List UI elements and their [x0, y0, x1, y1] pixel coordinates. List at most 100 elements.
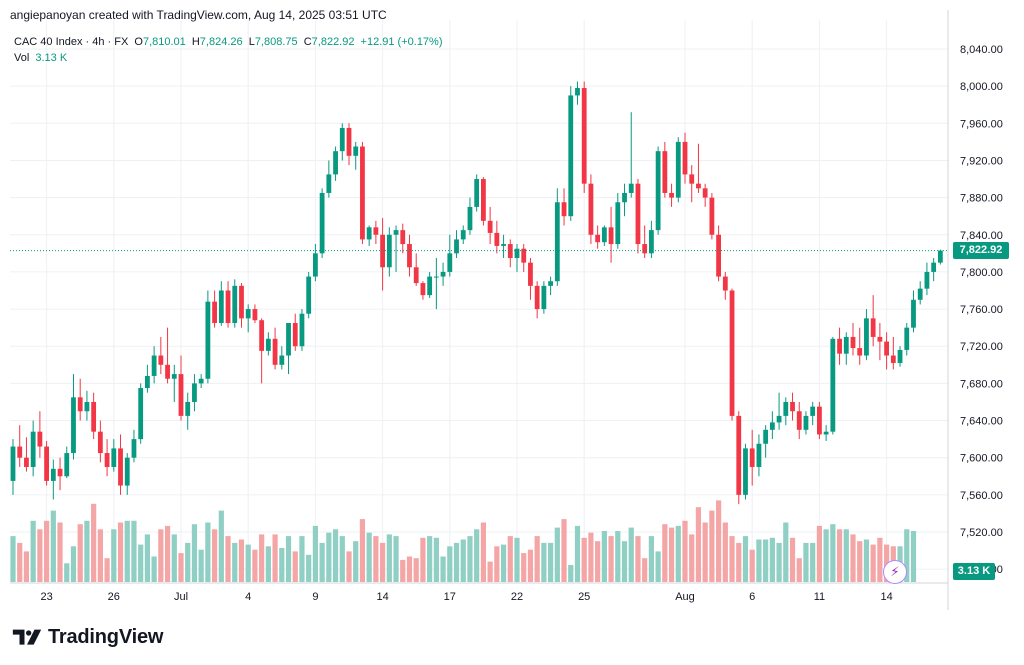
- last-volume-tag: 3.13 K: [953, 563, 995, 580]
- volume-label[interactable]: Vol: [14, 52, 30, 64]
- volume-bar: [843, 529, 849, 582]
- candle-body: [810, 406, 816, 416]
- volume-bar: [642, 558, 648, 582]
- volume-bar: [635, 536, 641, 582]
- volume-bar: [17, 542, 23, 582]
- candle-body: [837, 338, 842, 354]
- volume-bar: [91, 503, 97, 582]
- candle-body: [64, 453, 70, 477]
- volume-bar: [346, 551, 352, 582]
- low-value: 7,808.75: [254, 36, 298, 48]
- volume-bar: [359, 519, 366, 582]
- volume-bar: [702, 522, 708, 582]
- attribution-text: angiepanoyan created with TradingView.co…: [10, 8, 387, 22]
- candle-body: [622, 192, 627, 203]
- candle-body: [272, 338, 278, 365]
- volume-bar: [541, 542, 547, 582]
- volume-bar: [326, 532, 332, 582]
- candle-body: [326, 174, 332, 193]
- candle-body: [360, 146, 365, 240]
- volume-bar: [131, 520, 137, 582]
- volume-bar: [10, 536, 16, 582]
- candle-body: [494, 232, 500, 246]
- volume-bar: [857, 541, 863, 582]
- y-tick-label: 8,000.00: [960, 81, 1003, 93]
- volume-bar: [279, 548, 285, 582]
- volume-bar: [621, 541, 628, 582]
- volume-bar: [836, 529, 843, 582]
- candle-body: [897, 349, 903, 363]
- volume-bar: [124, 520, 130, 582]
- candle-body: [864, 318, 869, 356]
- candle-body: [420, 283, 426, 296]
- x-tick-label: 17: [444, 591, 456, 603]
- candle-body: [131, 439, 137, 458]
- candle-body: [763, 429, 769, 444]
- candle-body: [50, 468, 56, 481]
- y-tick-label: 7,960.00: [960, 118, 1003, 130]
- volume-bar: [272, 534, 278, 582]
- candle-body: [366, 227, 372, 240]
- candle-body: [830, 338, 836, 432]
- volume-bar: [380, 542, 386, 582]
- candle-body: [581, 88, 587, 184]
- candle-body: [313, 253, 318, 277]
- candle-body: [749, 448, 755, 467]
- candle-body: [635, 183, 641, 245]
- volume-bar: [850, 534, 856, 582]
- candle-body: [111, 448, 117, 467]
- volume-bar: [232, 542, 238, 582]
- volume-bar: [500, 544, 507, 582]
- candle-body: [77, 397, 83, 412]
- candle-body: [689, 174, 695, 184]
- volume-bar: [285, 536, 292, 582]
- candle-body: [890, 355, 896, 363]
- volume-bar: [64, 563, 70, 582]
- tradingview-brand[interactable]: TradingView: [12, 626, 163, 649]
- volume-bar: [178, 553, 184, 582]
- candle-body: [601, 227, 607, 243]
- candle-body: [870, 318, 876, 337]
- candle-body: [669, 192, 674, 198]
- volume-bar: [386, 534, 392, 582]
- candle-body: [252, 309, 258, 321]
- y-tick-label: 7,920.00: [960, 155, 1003, 167]
- last-price-tag: 7,822.92: [953, 242, 1009, 260]
- volume-bar: [104, 558, 110, 582]
- candle-body: [675, 141, 681, 198]
- volume-bar: [736, 542, 742, 582]
- volume-bar: [77, 524, 83, 582]
- candle-body: [346, 127, 352, 156]
- volume-bar: [514, 537, 520, 582]
- candle-body: [642, 244, 648, 254]
- candle-body: [71, 397, 76, 454]
- candle-body: [722, 276, 728, 291]
- candle-body: [911, 299, 916, 328]
- candle-body: [608, 227, 614, 245]
- candle-body: [850, 336, 856, 349]
- volume-bar: [245, 544, 251, 582]
- candle-body: [521, 248, 527, 263]
- volume-bar: [198, 549, 204, 582]
- lightning-icon[interactable]: ⚡: [883, 560, 907, 584]
- x-tick-label: 14: [376, 591, 388, 603]
- y-tick-label: 7,680.00: [960, 378, 1003, 390]
- candle-body: [575, 88, 580, 96]
- volume-bar: [111, 529, 117, 582]
- candle-body: [843, 336, 849, 354]
- volume-bar: [413, 558, 419, 582]
- volume-bar: [910, 531, 917, 582]
- symbol-label[interactable]: CAC 40 Index · 4h · FX: [14, 36, 129, 48]
- y-tick-label: 7,640.00: [960, 416, 1003, 428]
- y-tick-label: 7,560.00: [960, 490, 1003, 502]
- volume-bar: [709, 510, 715, 582]
- volume-bar: [339, 536, 345, 582]
- volume-bar: [138, 544, 144, 582]
- volume-bar: [265, 546, 271, 582]
- candle-body: [528, 262, 533, 286]
- candle-body: [386, 234, 392, 268]
- candle-body: [628, 183, 634, 193]
- volume-bar: [830, 524, 836, 582]
- change-value: +12.91 (+0.17%): [360, 36, 443, 48]
